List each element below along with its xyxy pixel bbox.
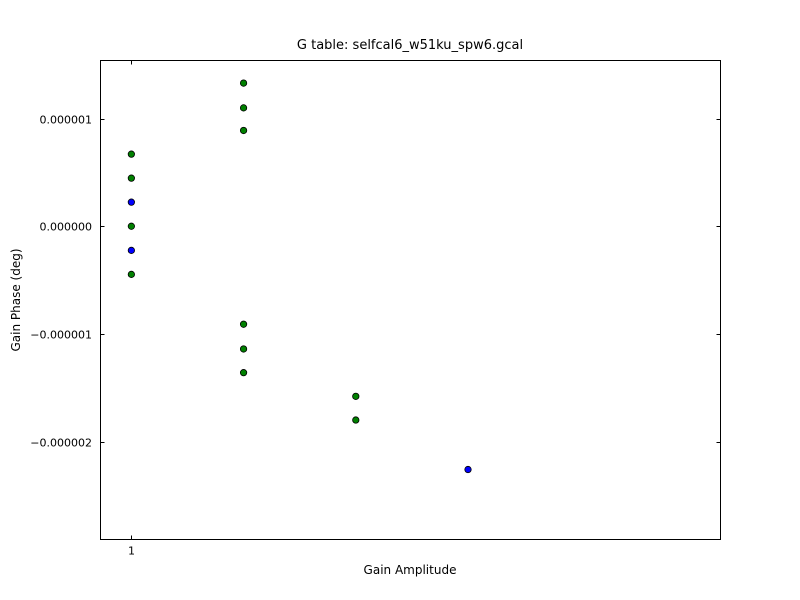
y-tick-label: 0.000000 <box>40 221 93 234</box>
y-tick-label: −0.000002 <box>30 437 92 450</box>
y-tick-label: −0.000001 <box>30 329 92 342</box>
data-point-green <box>239 79 248 87</box>
data-point-blue <box>127 246 135 254</box>
data-point-blue <box>127 198 135 206</box>
x-axis-label: Gain Amplitude <box>364 563 457 577</box>
y-axis-label: Gain Phase (deg) <box>9 248 23 351</box>
plot-area <box>127 79 472 474</box>
data-point-green <box>127 270 135 278</box>
data-point-green <box>352 416 360 424</box>
x-tick-label: 1 <box>128 545 135 558</box>
data-point-blue <box>464 465 472 474</box>
data-point-green <box>127 222 135 230</box>
data-point-green <box>127 150 135 158</box>
data-point-green <box>239 345 248 353</box>
data-point-green <box>352 392 360 400</box>
y-tick-label: 0.000001 <box>40 114 93 127</box>
data-point-green <box>239 369 248 377</box>
data-point-green <box>239 320 248 328</box>
chart-title: G table: selfcal6_w51ku_spw6.gcal <box>297 38 523 53</box>
plot-frame <box>100 60 721 540</box>
data-point-green <box>239 126 248 135</box>
data-point-green <box>127 174 135 182</box>
data-point-green <box>239 104 248 112</box>
